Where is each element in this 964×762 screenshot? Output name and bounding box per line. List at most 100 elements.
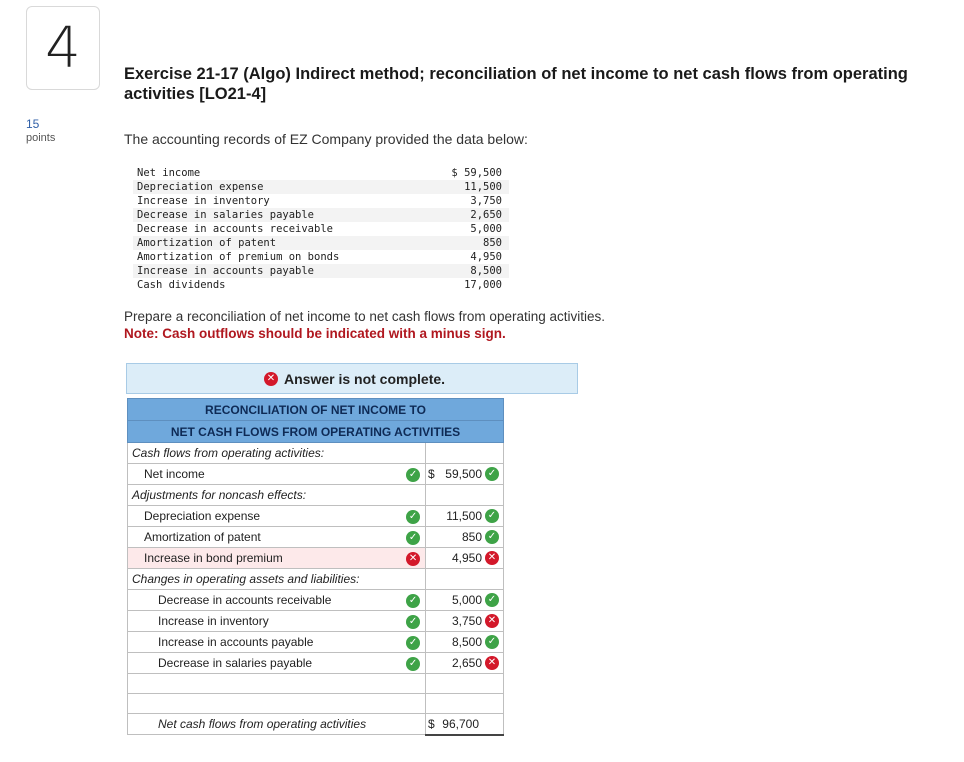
salaries-payable-amount-cell[interactable]: 2,650 ✕: [425, 652, 504, 674]
table-row: Increase in accounts payable ✓ 8,500 ✓: [126, 631, 504, 653]
net-income-amount: 59,500: [445, 467, 482, 481]
data-row: Depreciation expense 11,500: [133, 180, 509, 194]
data-label: Amortization of patent: [133, 236, 424, 250]
dollar-sign: $: [428, 716, 435, 731]
data-value: 8,500: [423, 264, 509, 278]
data-value: 3,750: [470, 195, 502, 207]
depreciation-amount: 11,500: [446, 509, 482, 523]
data-label: Depreciation expense: [133, 180, 424, 194]
data-value: 5,000: [470, 223, 502, 235]
table-header-row: NET CASH FLOWS FROM OPERATING ACTIVITIES: [127, 420, 504, 443]
incorrect-icon: ✕: [264, 372, 278, 386]
data-value: 11,500: [423, 180, 509, 194]
patent-amount-cell[interactable]: 850 ✓: [425, 526, 504, 548]
empty-label-cell[interactable]: [126, 673, 427, 694]
check-icon: ✓: [406, 531, 421, 545]
data-label: Decrease in salaries payable: [133, 208, 424, 222]
empty-amount-cell[interactable]: [425, 693, 504, 714]
net-income-amount-cell[interactable]: $59,500 ✓: [425, 463, 504, 485]
check-icon: ✓: [485, 509, 499, 523]
incorrect-icon: ✕: [406, 552, 421, 566]
data-row: Increase in accounts payable 8,500: [133, 264, 509, 278]
salaries-payable-amount: 2,650: [451, 656, 482, 670]
table-row: Cash flows from operating activities:: [126, 442, 504, 464]
instructions-text: Prepare a reconciliation of net income t…: [124, 309, 605, 324]
incorrect-icon: ✕: [485, 551, 499, 565]
table-row: Depreciation expense ✓ 11,500 ✓: [126, 505, 504, 527]
table-row: Decrease in accounts receivable ✓ 5,000 ✓: [126, 589, 504, 611]
table-header-line1: RECONCILIATION OF NET INCOME TO: [127, 398, 504, 421]
bond-premium-label: Increase in bond premium: [144, 551, 283, 565]
reconciliation-table: RECONCILIATION OF NET INCOME TO NET CASH…: [126, 398, 504, 736]
check-icon: ✓: [406, 657, 421, 671]
salaries-payable-label: Decrease in salaries payable: [158, 656, 313, 670]
data-label: Cash dividends: [137, 279, 226, 291]
accounts-receivable-amount: 5,000: [451, 593, 482, 607]
patent-cell[interactable]: Amortization of patent ✓: [126, 526, 427, 548]
data-row: Cash dividends 17,000: [133, 278, 509, 292]
data-value: 2,650: [423, 208, 509, 222]
data-row: Amortization of premium on bonds 4,950: [133, 250, 509, 264]
inventory-amount-cell[interactable]: 3,750 ✕: [425, 610, 504, 632]
table-row: Amortization of patent ✓ 850 ✓: [126, 526, 504, 548]
points-label: points: [26, 132, 56, 144]
bond-premium-amount: 4,950: [451, 551, 482, 565]
data-label: Increase in inventory: [137, 195, 270, 207]
section-operating-label: Cash flows from operating activities:: [132, 446, 325, 460]
accounts-receivable-amount-cell[interactable]: 5,000 ✓: [425, 589, 504, 611]
total-row: Net cash flows from operating activities…: [126, 713, 504, 736]
table-row: Increase in inventory ✓ 3,750 ✕: [126, 610, 504, 632]
data-row: Increase in inventory 3,750: [133, 194, 509, 208]
inventory-cell[interactable]: Increase in inventory ✓: [126, 610, 427, 632]
check-icon: ✓: [406, 594, 421, 608]
accounts-payable-cell[interactable]: Increase in accounts payable ✓: [126, 631, 427, 653]
empty-amount-cell[interactable]: [425, 673, 504, 694]
total-label: Net cash flows from operating activities: [158, 717, 367, 731]
data-value: 850: [423, 236, 509, 250]
points-value: 15: [26, 117, 40, 131]
data-value: $ 59,500: [451, 167, 502, 179]
depreciation-amount-cell[interactable]: 11,500 ✓: [425, 505, 504, 527]
check-icon: ✓: [485, 635, 499, 649]
data-row: Decrease in salaries payable 2,650: [133, 208, 509, 222]
bond-premium-cell[interactable]: Increase in bond premium ✕: [126, 547, 427, 569]
check-icon: ✓: [406, 636, 421, 650]
question-number: 4: [45, 16, 81, 81]
table-header-line2: NET CASH FLOWS FROM OPERATING ACTIVITIES: [127, 420, 504, 443]
data-row: Decrease in accounts receivable 5,000: [133, 222, 509, 236]
incorrect-icon: ✕: [485, 614, 499, 628]
bond-premium-amount-cell[interactable]: 4,950 ✕: [425, 547, 504, 569]
empty-row: [126, 693, 504, 714]
table-header-row: RECONCILIATION OF NET INCOME TO: [127, 398, 504, 421]
check-icon: ✓: [406, 468, 421, 482]
accounts-receivable-label: Decrease in accounts receivable: [158, 593, 332, 607]
table-row: Decrease in salaries payable ✓ 2,650 ✕: [126, 652, 504, 674]
accounts-payable-label: Increase in accounts payable: [158, 635, 314, 649]
accounts-payable-amount-cell[interactable]: 8,500 ✓: [425, 631, 504, 653]
patent-label: Amortization of patent: [144, 530, 261, 544]
data-label: Decrease in accounts receivable: [137, 223, 333, 235]
empty-label-cell[interactable]: [126, 693, 427, 714]
check-icon: ✓: [485, 593, 499, 607]
given-data-table: Net income $ 59,500 Depreciation expense 1…: [133, 166, 509, 292]
accounts-payable-amount: 8,500: [451, 635, 482, 649]
check-icon: ✓: [406, 510, 421, 524]
section-adjustments-label: Adjustments for noncash effects:: [132, 488, 307, 502]
data-value: 4,950: [470, 251, 502, 263]
patent-amount: 850: [461, 530, 482, 544]
data-label: Amortization of premium on bonds: [137, 251, 340, 263]
net-income-cell[interactable]: Net income ✓: [126, 463, 427, 485]
check-icon: ✓: [406, 615, 421, 629]
depreciation-cell[interactable]: Depreciation expense ✓: [126, 505, 427, 527]
table-row: Adjustments for noncash effects:: [126, 484, 504, 506]
net-income-label: Net income: [144, 467, 205, 481]
salaries-payable-cell[interactable]: Decrease in salaries payable ✓: [126, 652, 427, 674]
dollar-sign: $: [428, 467, 435, 481]
data-row: Net income $ 59,500: [133, 166, 509, 180]
accounts-receivable-cell[interactable]: Decrease in accounts receivable ✓: [126, 589, 427, 611]
empty-row: [126, 673, 504, 694]
table-row: Net income ✓ $59,500 ✓: [126, 463, 504, 485]
data-label: Net income: [137, 167, 201, 179]
exercise-title: Exercise 21-17 (Algo) Indirect method; r…: [124, 65, 908, 103]
table-row: Changes in operating assets and liabilit…: [126, 568, 504, 590]
